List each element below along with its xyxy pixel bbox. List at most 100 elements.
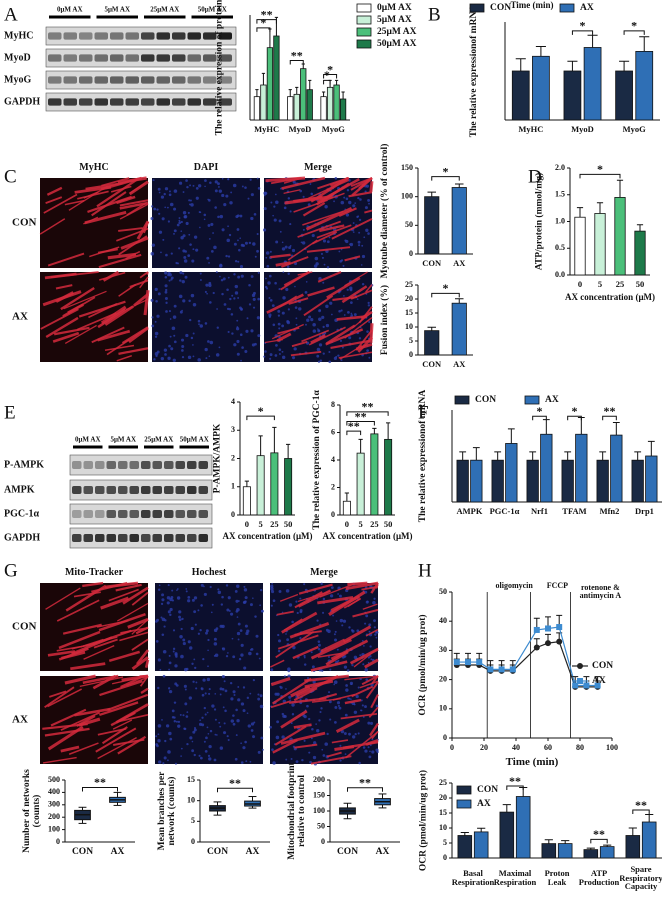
nucleus	[327, 656, 330, 659]
fiber	[351, 685, 374, 698]
fiber	[364, 658, 379, 669]
nucleus	[217, 590, 222, 595]
nucleus	[172, 647, 176, 651]
nucleus	[364, 705, 367, 709]
blot-band	[198, 461, 208, 469]
fiber	[96, 178, 139, 208]
nucleus	[235, 708, 238, 712]
nucleus	[199, 226, 201, 229]
nucleus	[321, 256, 324, 259]
blot-band	[187, 510, 197, 518]
x-tick-label: 25	[270, 518, 279, 529]
fiber	[281, 611, 318, 634]
nucleus	[167, 759, 169, 762]
blot-band	[141, 486, 151, 494]
nucleus	[312, 755, 317, 760]
nucleus	[197, 319, 201, 323]
nucleus	[157, 588, 161, 591]
nucleus	[364, 749, 368, 753]
bar	[599, 846, 615, 859]
nucleus	[168, 661, 172, 665]
nucleus	[173, 207, 177, 211]
nucleus	[254, 342, 257, 346]
fiber	[119, 631, 149, 642]
nucleus	[337, 354, 340, 357]
nucleus	[363, 645, 365, 647]
x-tick-label-box: AX	[453, 359, 465, 368]
nucleus	[233, 694, 236, 697]
error-bar	[255, 89, 259, 97]
nucleus	[328, 700, 332, 704]
blot-band	[48, 98, 62, 106]
y-axis-label-box: OCR (pmol/min/ug prot)	[418, 770, 428, 871]
nucleus	[281, 241, 284, 244]
nucleus	[192, 680, 195, 683]
error-bar	[619, 60, 630, 71]
nucleus	[204, 750, 208, 753]
nucleus	[182, 211, 187, 215]
blot-band	[79, 98, 93, 106]
x-tick-label: MyoG	[622, 123, 646, 134]
fiber	[49, 690, 67, 698]
micrograph-bg	[155, 676, 263, 764]
fiber	[291, 340, 308, 348]
nucleus	[270, 587, 274, 591]
y-tick-label: 150	[401, 163, 413, 172]
x-tick-label-box: 25	[270, 518, 279, 529]
y-tick-label: 6	[331, 427, 335, 436]
fiber	[279, 295, 298, 308]
nucleus	[157, 686, 160, 690]
nucleus	[358, 244, 361, 247]
y-axis-label-box: The relative expression of protein	[214, 0, 224, 135]
nucleus	[237, 275, 241, 279]
significance-bracket	[579, 173, 621, 179]
nucleus	[285, 688, 287, 690]
fiber	[277, 327, 300, 335]
fiber	[50, 708, 87, 727]
nucleus	[159, 668, 162, 671]
bar	[614, 197, 626, 276]
fiber	[44, 686, 75, 709]
event-label-box: FCCP	[547, 581, 568, 589]
fiber	[294, 630, 322, 636]
legend-label: AX	[580, 3, 594, 13]
nucleus	[259, 604, 262, 607]
nucleus	[307, 677, 309, 680]
nucleus	[168, 654, 171, 657]
nucleus	[269, 353, 273, 357]
nucleus	[209, 729, 213, 733]
nucleus	[345, 684, 348, 687]
blot-band	[83, 510, 93, 518]
nucleus	[195, 687, 198, 690]
nucleus	[155, 640, 159, 643]
blot-band	[156, 32, 170, 40]
y-axis-label-box: Mean branches per network (counts)	[157, 772, 177, 851]
fiber	[97, 248, 118, 254]
nucleus	[227, 330, 230, 334]
significance-label: *	[580, 19, 586, 33]
nucleus	[238, 248, 241, 252]
bar	[615, 70, 633, 121]
x-tick-label-box: Maximal Respiration	[494, 869, 536, 887]
panel-letter: H	[418, 560, 432, 581]
nucleus	[180, 627, 183, 631]
nucleus	[160, 195, 165, 199]
blot-band	[94, 98, 108, 106]
nucleus	[291, 703, 295, 707]
fiber	[276, 332, 292, 343]
x-axis-label: Time (min)	[510, 0, 554, 11]
fiber	[294, 591, 323, 609]
fiber	[117, 735, 147, 755]
nucleus	[188, 203, 191, 206]
nucleus	[271, 582, 274, 585]
nucleus	[169, 318, 172, 320]
nucleus	[244, 596, 248, 600]
nucleus	[239, 214, 243, 218]
nucleus	[309, 183, 312, 185]
nucleus	[338, 309, 341, 313]
nucleus	[326, 266, 330, 269]
x-tick-label: Spare Respiratory Capacity	[620, 863, 662, 892]
blot-band	[95, 534, 105, 542]
point	[476, 659, 483, 666]
nucleus	[339, 744, 342, 747]
